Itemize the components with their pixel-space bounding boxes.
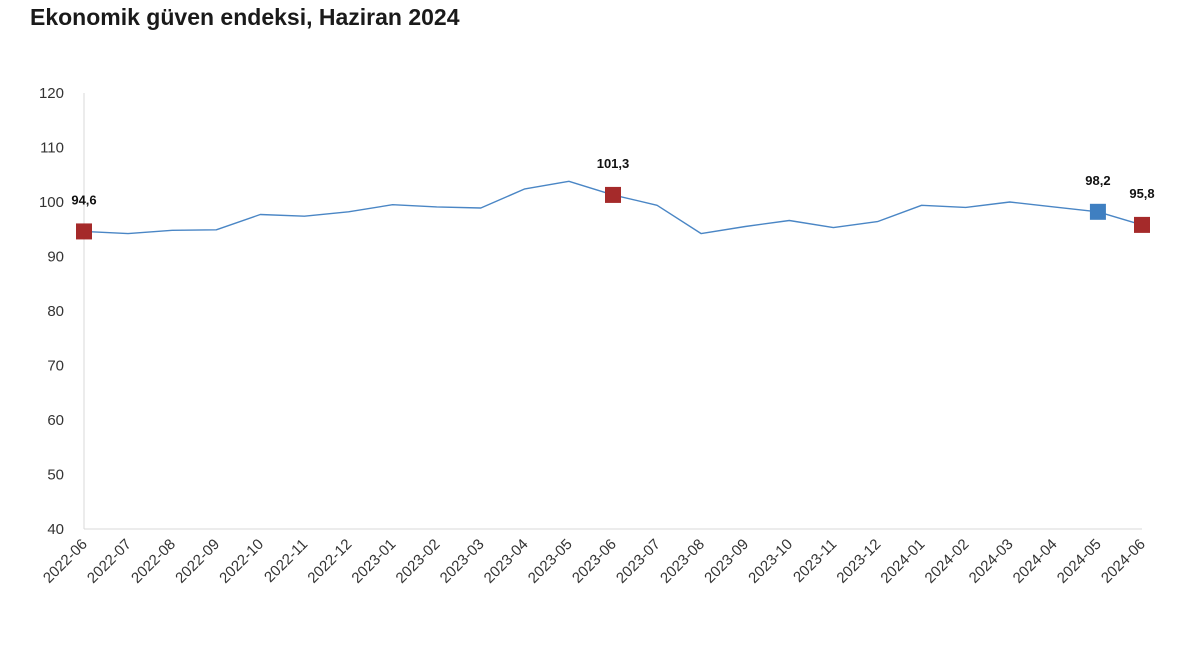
- x-tick-label: 2023-02: [393, 536, 444, 587]
- x-tick-label: 2023-10: [745, 536, 796, 587]
- x-tick-label: 2023-07: [613, 536, 664, 587]
- y-tick-label: 100: [39, 194, 64, 211]
- x-tick-label: 2023-03: [437, 536, 488, 587]
- x-tick-label: 2023-06: [569, 536, 620, 587]
- x-tick-label: 2022-12: [304, 536, 355, 587]
- x-tick-label: 2024-06: [1098, 536, 1149, 587]
- y-tick-label: 60: [47, 412, 64, 429]
- x-tick-label: 2024-04: [1010, 536, 1061, 587]
- x-tick-label: 2023-04: [481, 536, 532, 587]
- y-tick-label: 70: [47, 358, 64, 375]
- data-point-marker: [605, 186, 621, 203]
- x-tick-label: 2022-10: [216, 536, 267, 587]
- data-point-marker: [1089, 203, 1106, 220]
- data-label: 95,8: [1129, 186, 1154, 201]
- data-label: 94,6: [71, 192, 96, 207]
- x-tick-label: 2022-08: [128, 536, 179, 587]
- x-tick-label: 2022-07: [84, 536, 135, 587]
- x-tick-label: 2023-11: [790, 536, 840, 586]
- x-tick-label: 2023-05: [525, 536, 576, 587]
- x-tick-label: 2024-01: [877, 536, 928, 587]
- chart-title: Ekonomik güven endeksi, Haziran 2024: [30, 4, 460, 30]
- x-tick-label: 2024-03: [966, 536, 1017, 587]
- y-tick-label: 50: [47, 467, 64, 484]
- y-tick-label: 90: [47, 249, 64, 266]
- x-tick-label: 2022-09: [172, 536, 223, 587]
- data-labels: 94,6 101,3 98,2 95,8: [71, 156, 1154, 208]
- y-tick-label: 120: [39, 85, 64, 102]
- data-point-marker: [1134, 216, 1150, 233]
- x-tick-label: 2022-11: [261, 536, 311, 586]
- y-axis: 120 110 100 90 80 70 60 50 40: [39, 85, 85, 538]
- data-point-marker: [76, 223, 92, 240]
- x-tick-label: 2024-02: [922, 536, 973, 587]
- x-tick-label: 2023-08: [657, 536, 708, 587]
- highlight-markers: [76, 186, 1150, 240]
- x-tick-label: 2023-01: [348, 536, 399, 587]
- x-tick-label: 2024-05: [1054, 536, 1105, 587]
- x-tick-label: 2023-12: [833, 536, 884, 587]
- y-tick-label: 40: [47, 521, 64, 538]
- x-tick-label: 2023-09: [701, 536, 752, 587]
- y-tick-label: 80: [47, 303, 64, 320]
- x-axis: 2022-062022-072022-082022-092022-102022-…: [40, 528, 1149, 587]
- y-tick-label: 110: [40, 140, 64, 157]
- data-label: 98,2: [1085, 173, 1110, 188]
- x-tick-label: 2022-06: [40, 536, 91, 587]
- data-label: 101,3: [597, 156, 630, 171]
